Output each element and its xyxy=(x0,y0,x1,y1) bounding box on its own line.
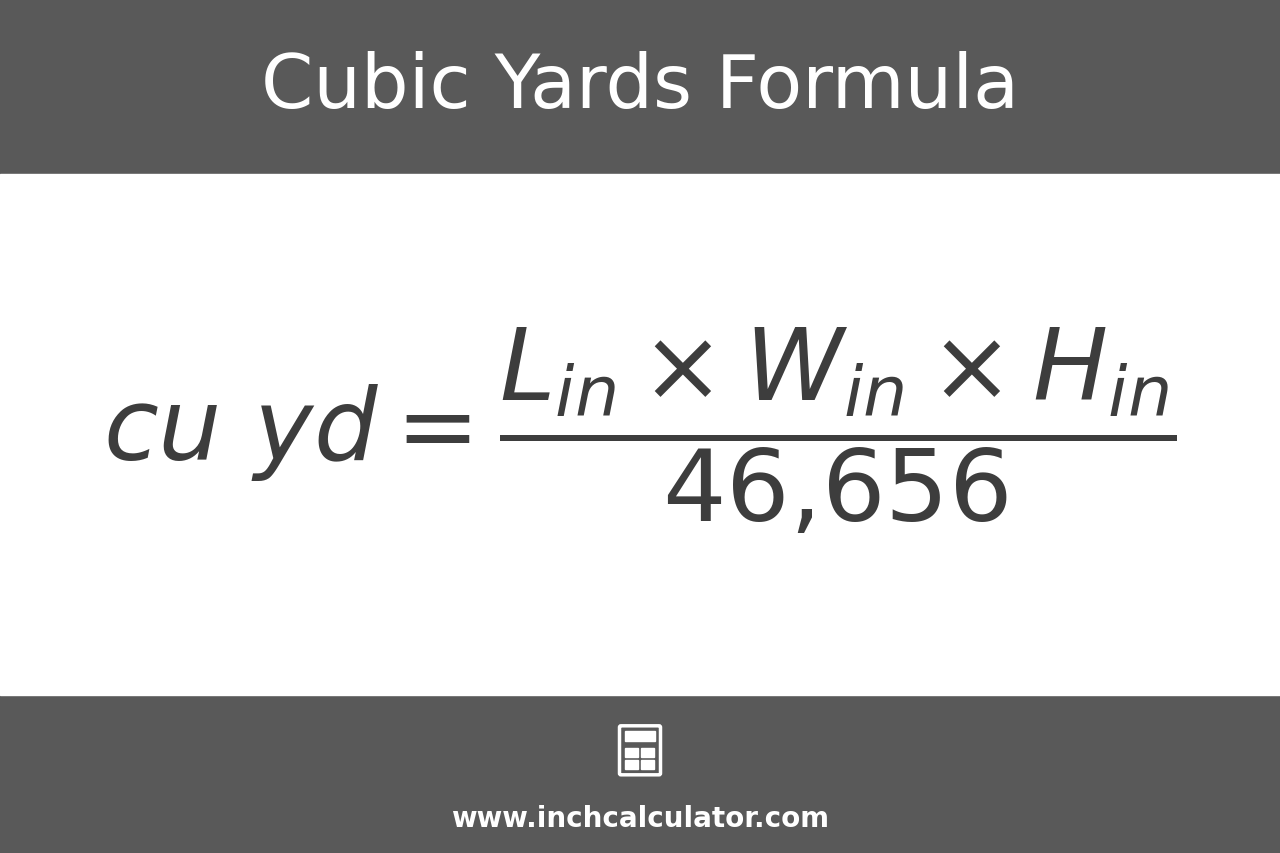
Bar xyxy=(641,760,654,769)
Bar xyxy=(625,748,637,757)
Text: www.inchcalculator.com: www.inchcalculator.com xyxy=(451,804,829,833)
Bar xyxy=(625,760,637,769)
Text: $\mathit{cu\ yd} = \dfrac{\mathit{L}_{in} \times \mathit{W}_{in} \times \mathit{: $\mathit{cu\ yd} = \dfrac{\mathit{L}_{in… xyxy=(104,325,1176,536)
Bar xyxy=(0,0,1280,175)
Bar xyxy=(0,695,1280,853)
Bar xyxy=(625,732,655,741)
Bar xyxy=(641,748,654,757)
Text: Cubic Yards Formula: Cubic Yards Formula xyxy=(261,51,1019,124)
FancyBboxPatch shape xyxy=(620,726,660,775)
Bar xyxy=(0,175,1280,695)
